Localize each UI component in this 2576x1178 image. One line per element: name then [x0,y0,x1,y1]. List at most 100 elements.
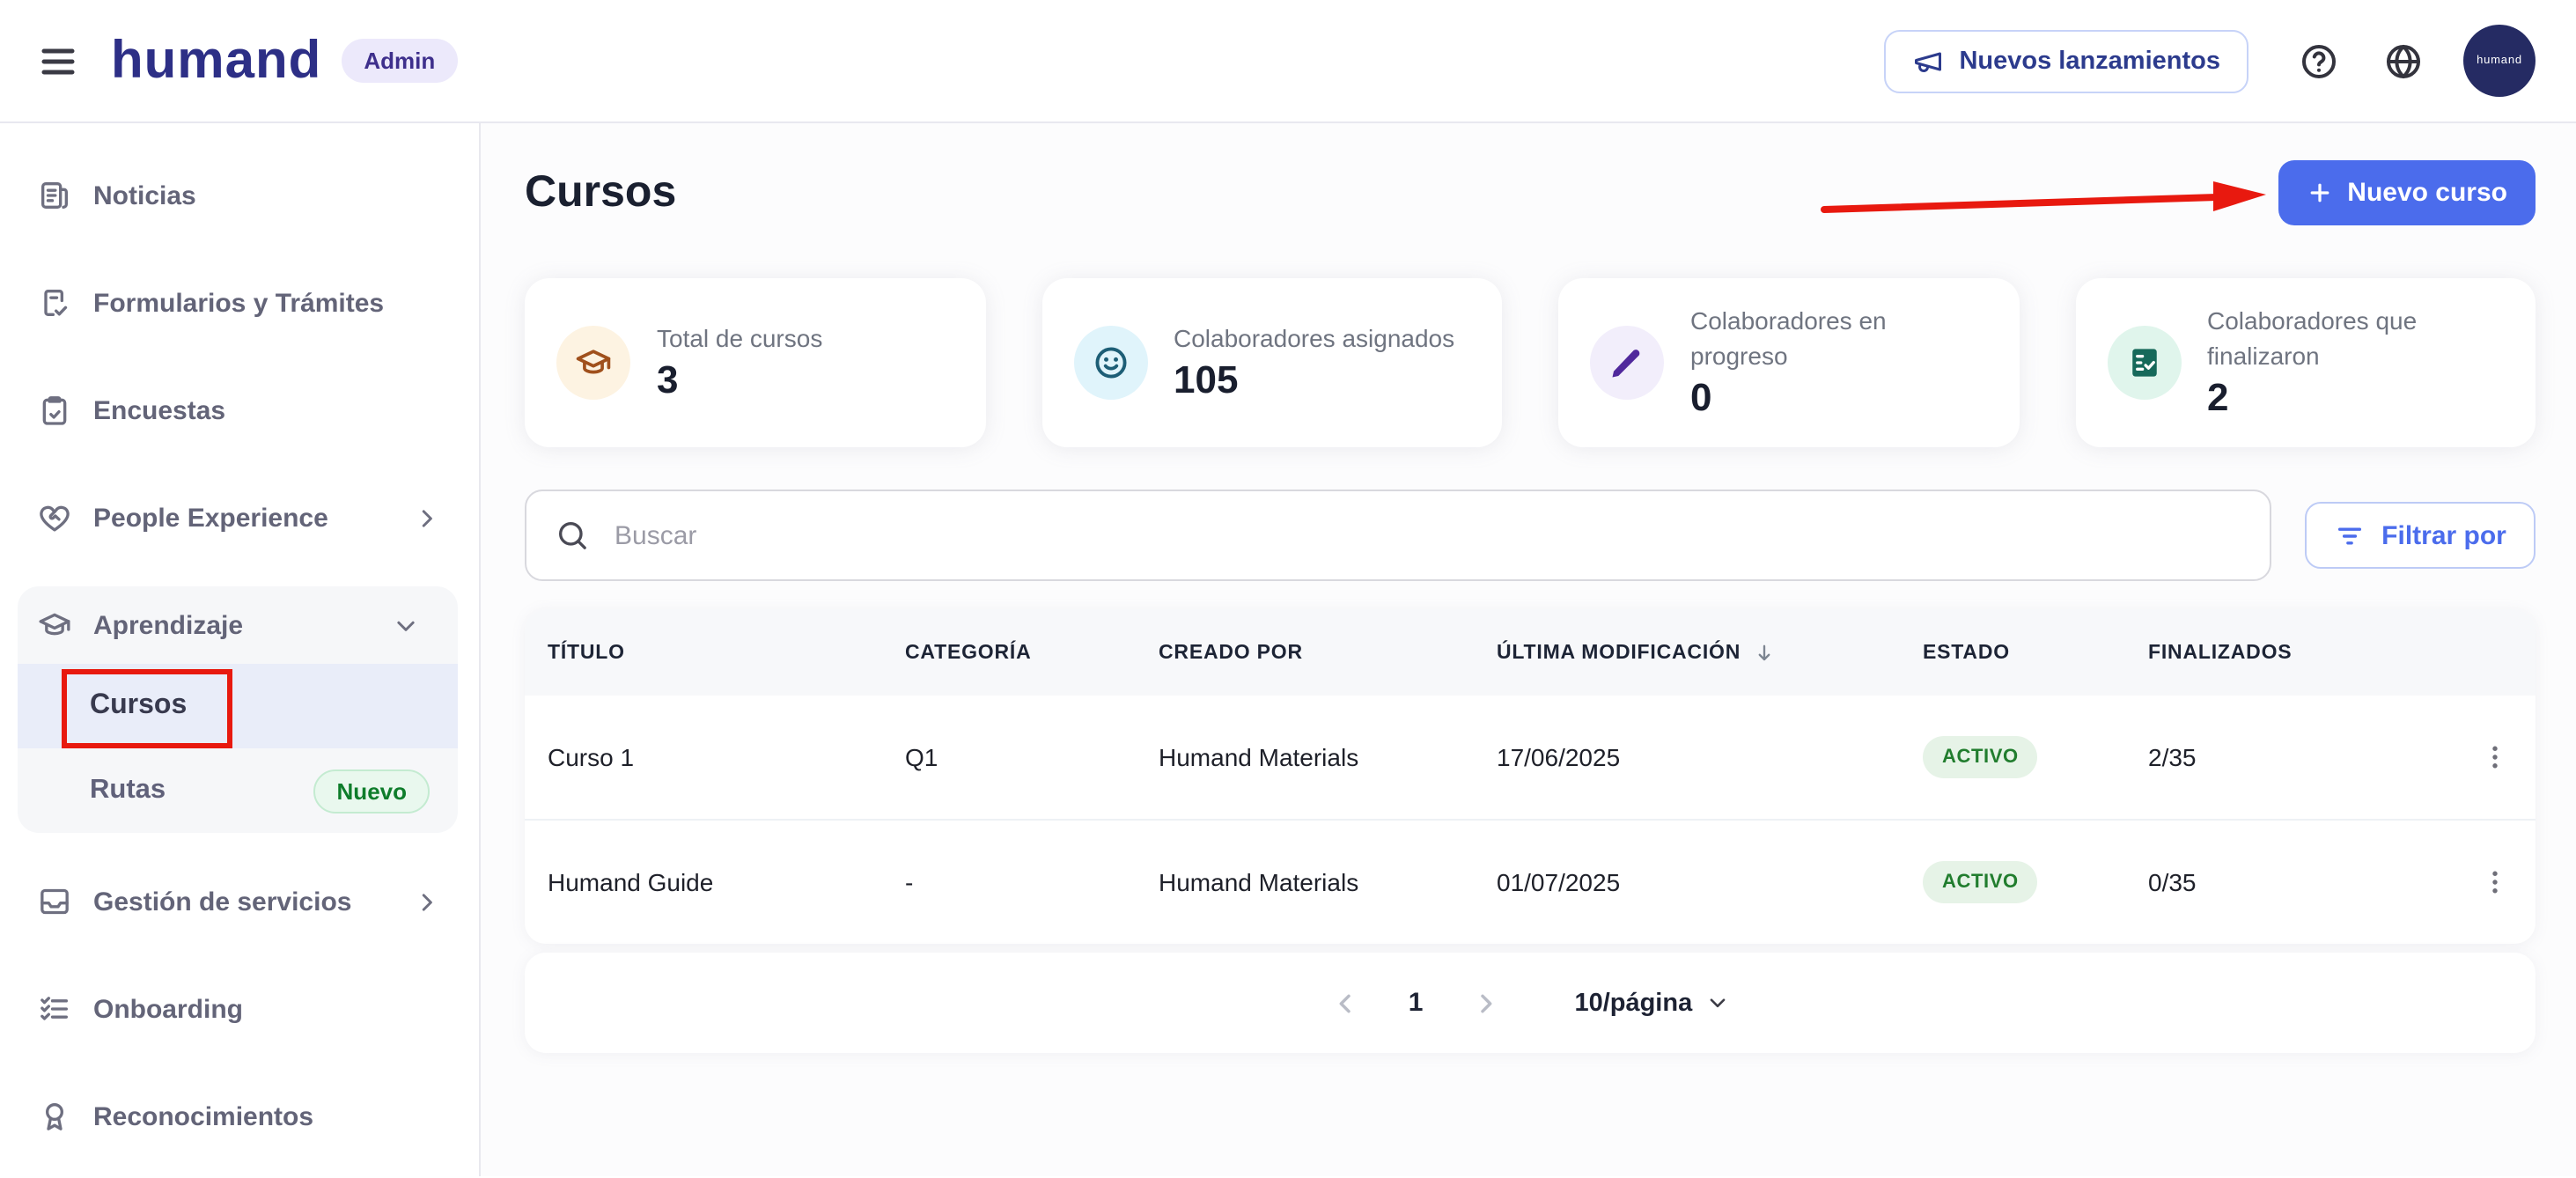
cell-ultima-modificacion: 17/06/2025 [1497,743,1621,771]
plus-icon [2307,180,2333,206]
cell-categoria: Q1 [905,743,938,771]
next-page-icon[interactable] [1472,989,1500,1017]
sidebar-item-cursos[interactable]: Cursos [18,664,458,748]
new-releases-button[interactable]: Nuevos lanzamientos [1883,29,2248,92]
stat-value: 0 [1690,375,1712,420]
megaphone-icon [1911,45,1943,77]
cell-titulo: Curso 1 [548,743,635,771]
sidebar-group-aprendizaje: Aprendizaje Cursos Rutas Nuevo [18,586,458,833]
heart-handshake-icon [37,500,72,535]
inbox-icon [37,884,72,919]
column-header-creado-por[interactable]: CREADO POR [1159,642,1303,663]
pencil-icon [1590,326,1664,400]
search-box[interactable] [525,490,2271,581]
chevron-right-icon [414,888,440,915]
nuevo-badge: Nuevo [313,769,430,813]
sidebar-item-label: People Experience [93,503,328,533]
search-input[interactable] [611,519,2241,552]
chevron-down-icon [1706,991,1729,1014]
globe-icon[interactable] [2382,40,2425,82]
sidebar-item-label: Formularios y Trámites [93,288,385,318]
help-icon[interactable] [2298,40,2340,82]
row-menu-kebab-icon[interactable] [2479,866,2511,898]
column-header-ultima-modificacion[interactable]: ÚLTIMA MODIFICACIÓN [1497,640,1923,665]
main-content: Cursos Nuevo curso Total de cursos 3 [481,123,2576,1176]
current-page[interactable]: 1 [1408,988,1424,1018]
previous-page-icon[interactable] [1331,989,1359,1017]
user-avatar[interactable]: humand [2463,25,2536,97]
sidebar-item-aprendizaje[interactable]: Aprendizaje [18,586,458,664]
column-header-titulo[interactable]: TÍTULO [548,642,625,663]
filter-label: Filtrar por [2381,520,2506,550]
sidebar-item-label: Encuestas [93,395,226,425]
stats-row: Total de cursos 3 Colaboradores asignado… [525,278,2536,447]
sidebar-item-encuestas[interactable]: Encuestas [0,372,479,449]
stat-label: Total de cursos [657,323,823,352]
sidebar-item-label: Reconocimientos [93,1101,314,1131]
sidebar-item-label: Onboarding [93,994,243,1024]
page-title: Cursos [525,167,677,217]
table-header-row: TÍTULO CATEGORÍA CREADO POR ÚLTIMA MODIF… [525,609,2536,696]
stat-label: Colaboradores en progreso [1690,306,1887,369]
stat-text: Total de cursos 3 [657,321,822,403]
sidebar-item-noticias[interactable]: Noticias [0,157,479,234]
sidebar-item-people-experience[interactable]: People Experience [0,479,479,556]
row-menu-kebab-icon[interactable] [2479,741,2511,773]
humand-logo: humand [111,31,322,89]
chevron-down-icon [393,612,419,638]
new-releases-label: Nuevos lanzamientos [1959,47,2220,75]
table-row[interactable]: Curso 1 Q1 Humand Materials 17/06/2025 A… [525,696,2536,819]
award-icon [37,1099,72,1134]
sidebar-item-gestion-servicios[interactable]: Gestión de servicios [0,863,479,940]
status-badge: ACTIVO [1923,736,2038,778]
search-icon [555,518,590,553]
app-body: Noticias Formularios y Trámites Encuesta… [0,123,2576,1176]
sidebar-item-label: Aprendizaje [93,610,244,640]
page-size-select[interactable]: 10/página [1574,989,1729,1017]
toolbar: Filtrar por [525,490,2536,581]
cell-finalizados: 0/35 [2148,868,2197,896]
stat-text: Colaboradores que finalizaron 2 [2207,305,2504,421]
status-badge: ACTIVO [1923,861,2038,903]
cell-categoria: - [905,868,914,896]
graduation-cap-icon [556,326,630,400]
graduation-cap-icon [37,607,72,643]
column-header-finalizados[interactable]: FINALIZADOS [2148,642,2293,663]
stat-value: 105 [1174,357,1239,402]
sidebar-item-label: Gestión de servicios [93,887,352,917]
sidebar-item-rutas[interactable]: Rutas Nuevo [18,748,458,833]
stat-card-colaboradores-asignados: Colaboradores asignados 105 [1041,278,1502,447]
checklist-icon [37,991,72,1027]
new-course-label: Nuevo curso [2347,178,2507,208]
stat-card-colaboradores-finalizaron: Colaboradores que finalizaron 2 [2075,278,2536,447]
sidebar: Noticias Formularios y Trámites Encuesta… [0,123,481,1176]
sidebar-item-onboarding[interactable]: Onboarding [0,970,479,1048]
filter-icon [2334,520,2364,550]
stat-card-colaboradores-en-progreso: Colaboradores en progreso 0 [1558,278,2019,447]
column-header-estado[interactable]: ESTADO [1923,642,2010,663]
new-course-button[interactable]: Nuevo curso [2278,160,2536,225]
stat-card-total-cursos: Total de cursos 3 [525,278,985,447]
cell-ultima-modificacion: 01/07/2025 [1497,868,1621,896]
hamburger-menu-icon[interactable] [37,40,79,82]
cell-finalizados: 2/35 [2148,743,2197,771]
sort-desc-icon [1751,640,1776,665]
stat-text: Colaboradores asignados 105 [1174,321,1454,403]
stat-text: Colaboradores en progreso 0 [1690,305,1987,421]
cell-creado-por: Humand Materials [1159,743,1359,771]
news-icon [37,178,72,213]
column-header-categoria[interactable]: CATEGORÍA [905,642,1032,663]
page-size-label: 10/página [1574,989,1693,1017]
stat-label: Colaboradores que finalizaron [2207,306,2418,369]
filter-button[interactable]: Filtrar por [2305,502,2536,569]
cell-titulo: Humand Guide [548,868,714,896]
clipboard-check-icon [37,393,72,428]
table-row[interactable]: Humand Guide - Humand Materials 01/07/20… [525,819,2536,944]
pagination-bar: 1 10/página [525,953,2536,1053]
topbar: humand Admin Nuevos lanzamientos humand [0,0,2576,123]
doc-check-icon [2107,326,2181,400]
sidebar-item-formularios[interactable]: Formularios y Trámites [0,264,479,342]
sidebar-item-reconocimientos[interactable]: Reconocimientos [0,1078,479,1155]
admin-badge: Admin [341,39,459,83]
